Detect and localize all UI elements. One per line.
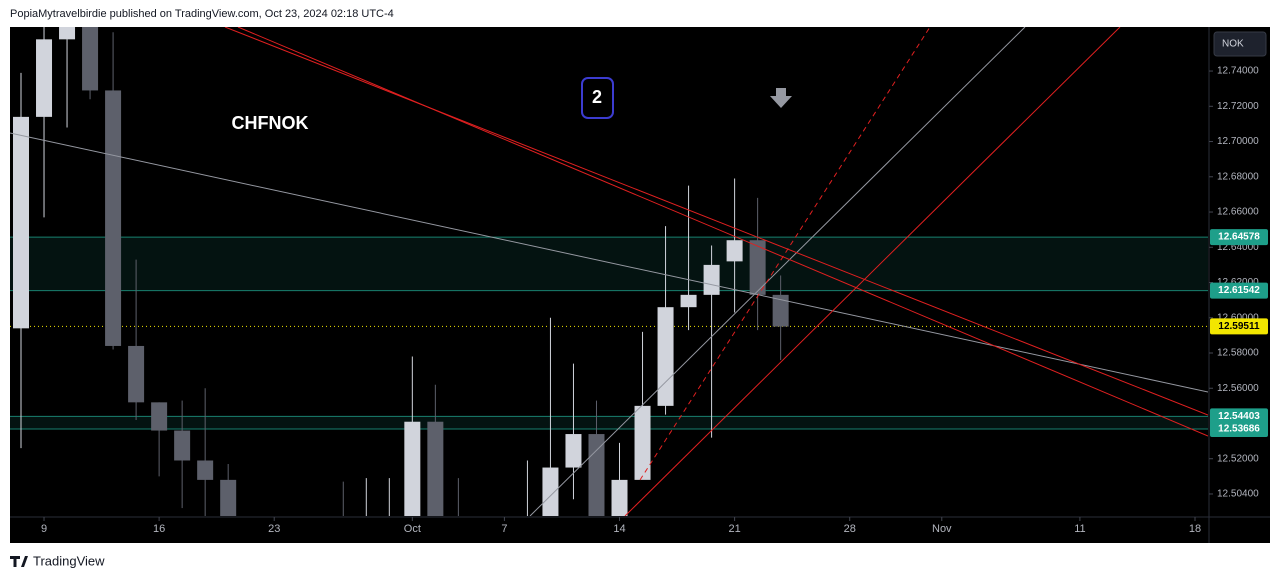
candle-body bbox=[726, 240, 743, 262]
x-tick-label: Nov bbox=[932, 523, 952, 535]
x-tick-label: 9 bbox=[41, 523, 47, 535]
candle-body bbox=[588, 434, 605, 516]
y-tick-label: 12.74000 bbox=[1217, 66, 1259, 77]
candle-body bbox=[404, 421, 421, 516]
candle-body bbox=[749, 240, 766, 295]
footer-brand: TradingView bbox=[33, 553, 105, 568]
candle-body bbox=[772, 294, 789, 327]
x-tick-label: 23 bbox=[268, 523, 280, 535]
candle-body bbox=[427, 421, 444, 516]
arrow-icon bbox=[770, 88, 792, 108]
candle-body bbox=[565, 434, 582, 468]
candle-body bbox=[82, 27, 99, 91]
price-tag-label: 12.59511 bbox=[1218, 321, 1260, 332]
price-tag bbox=[1210, 229, 1268, 246]
candle-body bbox=[105, 90, 122, 346]
zone bbox=[10, 237, 1208, 291]
y-tick-label: 12.60000 bbox=[1217, 312, 1259, 323]
candle-body bbox=[657, 307, 674, 406]
candle-body bbox=[680, 294, 697, 308]
candle-body bbox=[335, 547, 351, 565]
candle-body bbox=[197, 460, 214, 480]
logo bbox=[10, 556, 28, 567]
trend-line bbox=[224, 27, 1208, 416]
price-tag bbox=[1210, 421, 1268, 438]
y-tick-label: 12.70000 bbox=[1217, 136, 1259, 147]
symbol-button[interactable] bbox=[1213, 31, 1267, 57]
chart-title: CHFNOK bbox=[232, 113, 309, 133]
candle-body bbox=[358, 547, 374, 565]
price-tag-label: 12.61542 bbox=[1218, 285, 1260, 296]
trend-line bbox=[624, 27, 1121, 516]
price-tag-label: 12.64578 bbox=[1218, 232, 1260, 243]
candle-body bbox=[174, 430, 191, 461]
candle-body bbox=[220, 479, 237, 516]
price-tag-label: 12.54403 bbox=[1218, 411, 1260, 422]
header-text: PopiaMytravelbirdie published on Trading… bbox=[10, 8, 394, 20]
x-tick-label: 16 bbox=[153, 523, 165, 535]
candle-body bbox=[151, 402, 168, 431]
y-tick-label: 12.72000 bbox=[1217, 101, 1259, 112]
x-tick-label: 18 bbox=[1189, 523, 1201, 535]
x-tick-label: 11 bbox=[1074, 523, 1085, 535]
y-tick-label: 12.50400 bbox=[1217, 489, 1259, 500]
candle-body bbox=[128, 345, 145, 403]
candle-body bbox=[36, 39, 53, 117]
price-tag bbox=[1210, 282, 1268, 299]
trend-line bbox=[529, 27, 1026, 516]
trend-line bbox=[10, 132, 1208, 393]
candle-body bbox=[703, 264, 720, 295]
price-tag-label: 12.53686 bbox=[1218, 424, 1260, 435]
y-tick-label: 12.52000 bbox=[1217, 453, 1259, 464]
candle-body bbox=[611, 479, 628, 516]
zone bbox=[10, 416, 1208, 430]
x-tick-label: 7 bbox=[501, 523, 507, 535]
trend-line bbox=[237, 27, 1208, 437]
candle-body bbox=[13, 116, 29, 329]
x-tick-label: 21 bbox=[728, 523, 740, 535]
x-tick-label: 28 bbox=[844, 523, 856, 535]
y-tick-label: 12.64000 bbox=[1217, 242, 1259, 253]
price-tag bbox=[1210, 408, 1268, 425]
candle-body bbox=[542, 467, 559, 516]
annotation-text: 2 bbox=[592, 87, 602, 107]
symbol-text: NOK bbox=[1222, 39, 1244, 50]
drawings bbox=[10, 27, 1208, 516]
candle-body bbox=[59, 27, 76, 40]
plot-area bbox=[10, 27, 1208, 565]
y-tick-label: 12.68000 bbox=[1217, 171, 1259, 182]
y-tick-label: 12.56000 bbox=[1217, 383, 1259, 394]
y-tick-label: 12.66000 bbox=[1217, 207, 1259, 218]
y-tick-label: 12.58000 bbox=[1217, 348, 1259, 359]
candle-body bbox=[634, 405, 651, 480]
annotation-box bbox=[581, 77, 614, 119]
x-tick-label: Oct bbox=[404, 523, 421, 535]
price-tag bbox=[1210, 318, 1268, 335]
x-tick-label: 14 bbox=[613, 523, 625, 535]
